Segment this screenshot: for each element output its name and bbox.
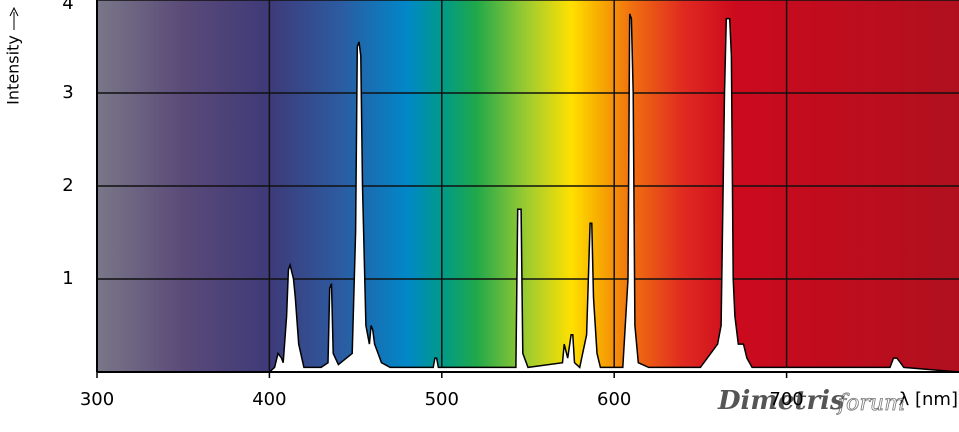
x-axis-label: λ [nm] [899, 389, 958, 410]
y-tick-label: 3 [62, 82, 73, 103]
x-tick-label: 600 [597, 389, 631, 410]
spectrum-area [97, 13, 959, 373]
x-tick-label: 300 [80, 389, 114, 410]
x-tick-label: 400 [252, 389, 286, 410]
y-tick-label: 2 [62, 175, 73, 196]
y-axis-label: Intensity [4, 35, 23, 105]
watermark: Dimetris [717, 386, 845, 416]
y-tick-label: 1 [62, 268, 73, 289]
x-tick-label: 700 [769, 389, 803, 410]
y-arrow-head [9, 6, 19, 17]
grid [96, 0, 959, 372]
plot [96, 0, 959, 373]
watermark: forum [836, 391, 905, 416]
y-tick-label: 4 [62, 0, 73, 14]
x-tick-label: 500 [425, 389, 459, 410]
